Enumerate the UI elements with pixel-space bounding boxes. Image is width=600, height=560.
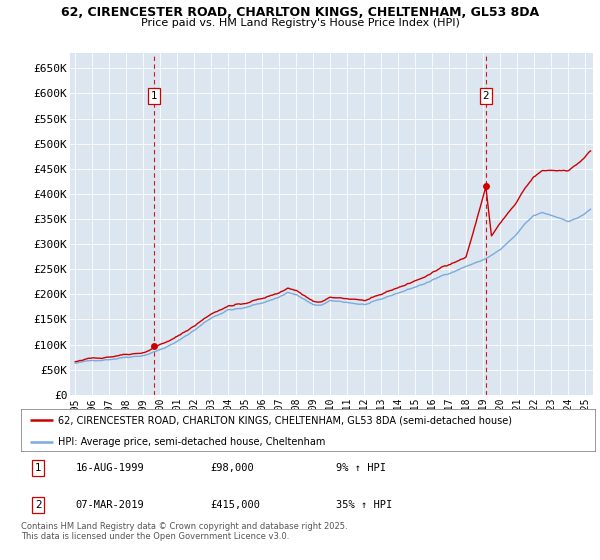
Text: £415,000: £415,000 — [210, 500, 260, 510]
Text: 1: 1 — [151, 91, 157, 101]
Text: 16-AUG-1999: 16-AUG-1999 — [76, 463, 144, 473]
Text: Price paid vs. HM Land Registry's House Price Index (HPI): Price paid vs. HM Land Registry's House … — [140, 18, 460, 28]
Text: 62, CIRENCESTER ROAD, CHARLTON KINGS, CHELTENHAM, GL53 8DA (semi-detached house): 62, CIRENCESTER ROAD, CHARLTON KINGS, CH… — [58, 415, 512, 425]
Text: 35% ↑ HPI: 35% ↑ HPI — [337, 500, 393, 510]
Text: 9% ↑ HPI: 9% ↑ HPI — [337, 463, 386, 473]
Text: 1: 1 — [35, 463, 41, 473]
Text: 2: 2 — [35, 500, 41, 510]
Text: 62, CIRENCESTER ROAD, CHARLTON KINGS, CHELTENHAM, GL53 8DA: 62, CIRENCESTER ROAD, CHARLTON KINGS, CH… — [61, 6, 539, 18]
Text: HPI: Average price, semi-detached house, Cheltenham: HPI: Average price, semi-detached house,… — [58, 437, 326, 446]
Text: 2: 2 — [482, 91, 489, 101]
Text: 07-MAR-2019: 07-MAR-2019 — [76, 500, 144, 510]
Text: £98,000: £98,000 — [210, 463, 254, 473]
Text: Contains HM Land Registry data © Crown copyright and database right 2025.
This d: Contains HM Land Registry data © Crown c… — [21, 522, 347, 542]
